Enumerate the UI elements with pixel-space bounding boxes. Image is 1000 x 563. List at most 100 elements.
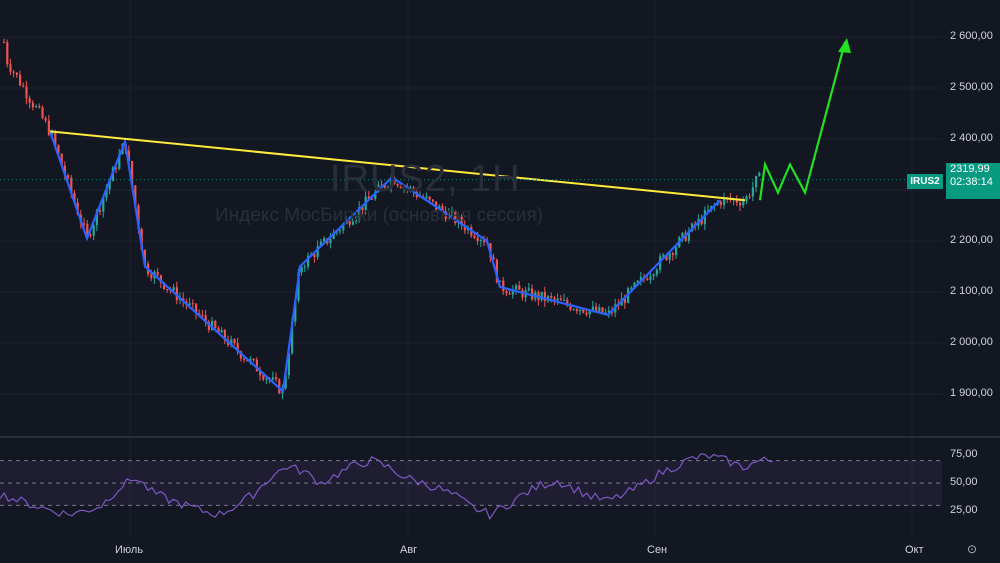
candle-body (742, 201, 745, 206)
candle-body (425, 196, 428, 199)
candle-body (239, 351, 242, 359)
candle-body (399, 185, 402, 189)
candle-body (563, 299, 566, 301)
time-tick-label: Сен (647, 544, 668, 556)
candle-body (348, 219, 351, 225)
ticker-badge: IRUS2 (907, 174, 943, 189)
candle-body (303, 266, 306, 268)
candle-body (735, 199, 738, 203)
candle-body (543, 291, 546, 301)
candle-body (483, 240, 486, 243)
candle-body (723, 197, 726, 205)
candle-body (441, 206, 444, 212)
candle-body (495, 259, 498, 282)
candle-body (44, 118, 47, 121)
candle-body (383, 185, 386, 188)
candle-body (287, 353, 290, 376)
candle-body (367, 196, 370, 199)
candle-body (156, 271, 159, 276)
candle-body (92, 225, 95, 236)
candle-body (313, 254, 316, 258)
candle-body (473, 235, 476, 238)
candle-body (3, 42, 6, 44)
candle-body (275, 377, 278, 380)
candle-body (150, 274, 153, 279)
candle-body (342, 223, 345, 231)
candle-body (569, 304, 572, 310)
candle-body (51, 132, 54, 135)
candle-body (374, 191, 377, 200)
subtitle-watermark: Индекс МосБиржи (основная сессия) (215, 205, 543, 226)
candle-body (412, 187, 415, 193)
time-tick-label: Авг (400, 544, 418, 556)
candle-body (118, 154, 121, 169)
candle-body (550, 296, 553, 298)
candle-body (559, 298, 562, 301)
candle-body (300, 267, 303, 273)
price-tick-label: 1 900,00 (950, 387, 993, 399)
candle-body (214, 320, 217, 328)
candle-body (230, 339, 233, 346)
candle-body (598, 307, 601, 312)
candle-body (665, 255, 668, 260)
candle-body (127, 150, 130, 162)
candle-body (707, 210, 710, 212)
candle-body (358, 206, 361, 218)
candle-body (572, 309, 575, 311)
candle-body (223, 329, 226, 341)
candle-body (371, 198, 374, 200)
rsi-line (0, 453, 773, 520)
candle-body (409, 187, 412, 189)
candle-body (649, 276, 652, 280)
candle-body (207, 322, 210, 330)
candle-body (22, 85, 25, 87)
candle-body (339, 230, 342, 232)
candle-body (636, 280, 639, 283)
candle-body (6, 42, 9, 65)
rsi-panel (0, 453, 942, 520)
candle-body (601, 307, 604, 314)
candle-body (259, 371, 262, 376)
candle-body (47, 120, 50, 135)
candle-body (316, 246, 319, 258)
candle-body (105, 189, 108, 198)
candle-body (86, 223, 89, 235)
candle-body (492, 257, 495, 260)
time-tick-label: Окт (905, 544, 924, 556)
candle-body (556, 298, 559, 301)
neckline (49, 130, 746, 202)
candle-body (198, 313, 201, 315)
candle-body (19, 74, 22, 86)
last-price-badge: 2319,99 02:38:14 (946, 163, 1000, 199)
candle-body (83, 223, 86, 225)
time-tick-label: Июль (115, 544, 144, 556)
candle-body (630, 287, 633, 289)
candle-body (531, 288, 534, 300)
candle-body (499, 280, 502, 282)
candle-body (108, 181, 111, 190)
candle-body (166, 289, 169, 291)
candle-body (204, 315, 207, 323)
candle-body (460, 216, 463, 226)
grid (0, 0, 1000, 538)
candle-body (515, 285, 518, 290)
candle-body (99, 210, 102, 212)
candle-body (89, 234, 92, 236)
candle-body (588, 310, 591, 315)
candle-body (25, 86, 28, 99)
candle-body (566, 299, 569, 305)
candle-body (508, 293, 511, 295)
candle-body (681, 232, 684, 238)
candle-body (28, 98, 31, 103)
candle-body (172, 287, 175, 291)
gear-icon[interactable]: ⊙ (966, 542, 978, 556)
candle-body (403, 186, 406, 189)
candle-body (323, 238, 326, 242)
candle-body (265, 378, 268, 380)
candle-body (518, 285, 521, 290)
candle-body (243, 358, 246, 360)
candle-body (233, 339, 236, 344)
candle-body (137, 205, 140, 229)
rsi-tick-label: 50,00 (950, 476, 978, 488)
